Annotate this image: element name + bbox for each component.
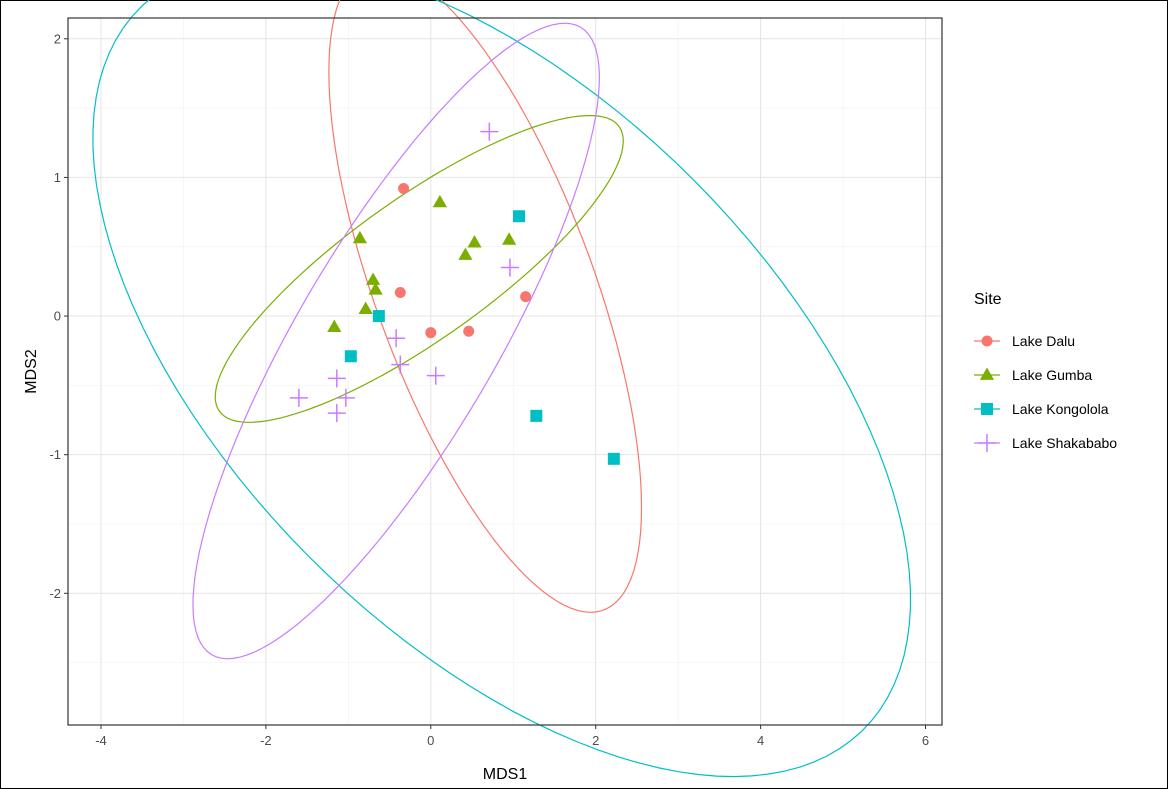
axes: -4 -2 0 2 4 6 -2 -1 0 1 2 bbox=[49, 31, 929, 748]
y-tick-label: 2 bbox=[54, 31, 61, 46]
legend-key-marker bbox=[981, 403, 993, 415]
point-lake-gumba bbox=[366, 272, 381, 285]
legend-item: Lake Kongolola bbox=[974, 401, 1109, 417]
point-lake-kongolola bbox=[372, 310, 385, 323]
point-lake-shakababo bbox=[480, 122, 499, 141]
x-tick-label: 2 bbox=[592, 733, 599, 748]
point-lake-gumba bbox=[368, 282, 383, 295]
legend-label: Lake Shakababo bbox=[1012, 435, 1117, 451]
point-lake-shakababo bbox=[289, 388, 308, 407]
point-lake-gumba bbox=[467, 235, 482, 248]
legend-label: Lake Kongolola bbox=[1012, 401, 1109, 417]
x-tick-label: 0 bbox=[427, 733, 434, 748]
point-lake-kongolola bbox=[530, 409, 543, 422]
point-lake-gumba bbox=[458, 247, 473, 260]
y-tick-label: 1 bbox=[54, 170, 61, 185]
legend-title: Site bbox=[974, 291, 1002, 308]
x-tick-label: 6 bbox=[922, 733, 929, 748]
point-lake-gumba bbox=[432, 194, 447, 208]
legend-label: Lake Dalu bbox=[1012, 333, 1075, 349]
grid-lines bbox=[68, 18, 942, 725]
legend-item: Lake Shakababo bbox=[974, 434, 1117, 452]
x-axis-title: MDS1 bbox=[483, 766, 528, 783]
plot-border bbox=[67, 17, 943, 726]
point-lake-dalu bbox=[425, 327, 437, 339]
point-lake-gumba bbox=[352, 230, 367, 244]
y-tick-label: -2 bbox=[49, 586, 61, 601]
point-lake-gumba bbox=[327, 319, 342, 332]
point-lake-shakababo bbox=[327, 404, 346, 423]
legend-key-marker bbox=[979, 367, 995, 380]
ellipse-lake-dalu bbox=[328, 0, 643, 613]
x-tick-label: -4 bbox=[95, 733, 107, 748]
y-tick-label: -1 bbox=[49, 447, 61, 462]
point-lake-kongolola bbox=[344, 350, 357, 363]
y-tick-label: 0 bbox=[54, 309, 61, 324]
point-lake-dalu bbox=[520, 291, 532, 303]
point-lake-dalu bbox=[394, 286, 406, 298]
point-lake-dalu bbox=[463, 325, 475, 337]
legend-label: Lake Gumba bbox=[1012, 367, 1092, 383]
legend: Site Lake Dalu Lake Gumba Lake Kongolola La… bbox=[974, 291, 1117, 452]
legend-key-marker bbox=[981, 335, 993, 347]
ellipse-lake-kongolola bbox=[92, 0, 912, 778]
point-lake-kongolola bbox=[607, 452, 620, 465]
ellipse-lake-shakababo bbox=[192, 22, 601, 660]
data-points bbox=[289, 122, 620, 465]
legend-item: Lake Dalu bbox=[974, 333, 1075, 349]
y-axis-title: MDS2 bbox=[23, 349, 40, 394]
legend-item: Lake Gumba bbox=[974, 367, 1092, 383]
ellipse-lake-gumba bbox=[214, 114, 624, 423]
point-lake-gumba bbox=[502, 232, 517, 245]
point-lake-kongolola bbox=[513, 210, 526, 223]
legend-key-marker bbox=[978, 434, 996, 452]
point-lake-shakababo bbox=[336, 388, 355, 407]
point-lake-shakababo bbox=[327, 369, 346, 388]
plot-panel bbox=[68, 18, 942, 725]
point-lake-shakababo bbox=[391, 355, 410, 374]
point-lake-gumba bbox=[358, 301, 373, 314]
x-tick-label: 4 bbox=[757, 733, 764, 748]
point-lake-shakababo bbox=[500, 258, 519, 277]
point-lake-shakababo bbox=[426, 366, 445, 385]
confidence-ellipses bbox=[92, 0, 912, 778]
point-lake-dalu bbox=[398, 183, 410, 195]
point-lake-shakababo bbox=[387, 329, 406, 348]
x-tick-label: -2 bbox=[260, 733, 272, 748]
